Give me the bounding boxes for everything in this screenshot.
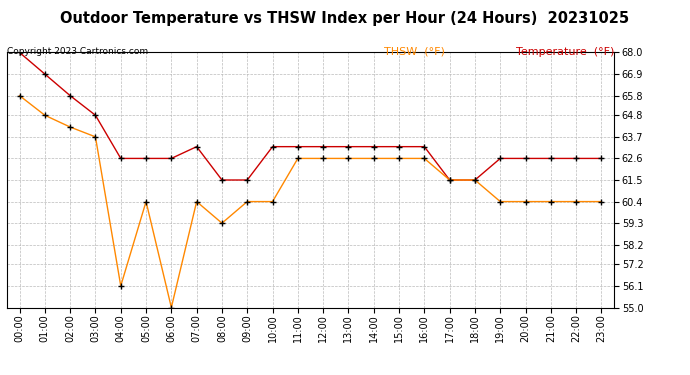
Text: THSW  (°F): THSW (°F) (384, 47, 445, 57)
Text: Temperature  (°F): Temperature (°F) (515, 47, 614, 57)
Text: Outdoor Temperature vs THSW Index per Hour (24 Hours)  20231025: Outdoor Temperature vs THSW Index per Ho… (61, 11, 629, 26)
Text: Copyright 2023 Cartronics.com: Copyright 2023 Cartronics.com (7, 47, 148, 56)
